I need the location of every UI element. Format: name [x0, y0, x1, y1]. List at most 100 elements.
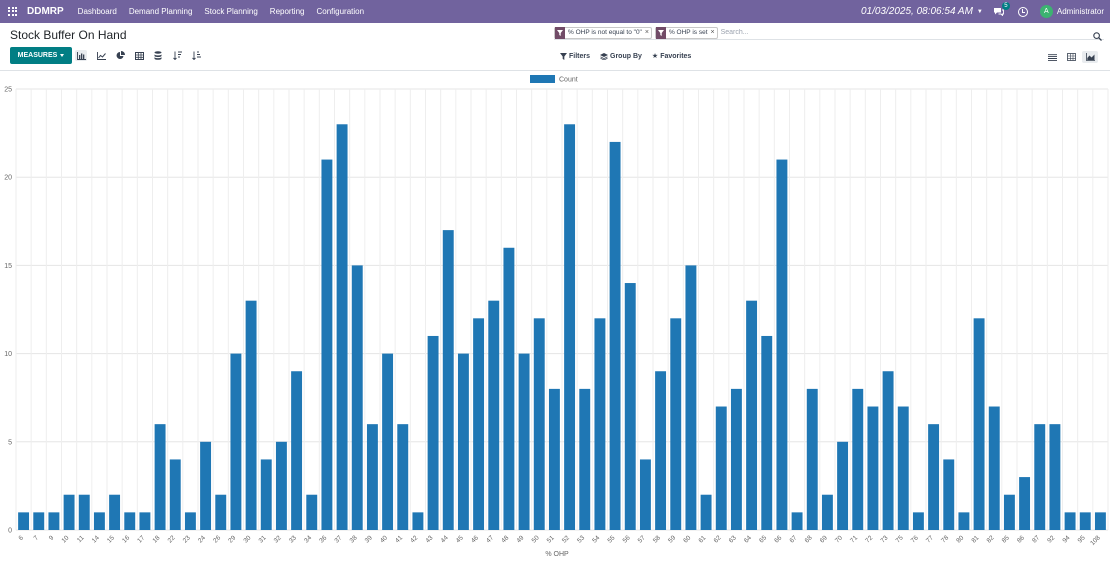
bar — [63, 494, 75, 530]
x-tick-label: 72 — [864, 534, 874, 544]
y-tick-label: 0 — [8, 528, 12, 535]
x-tick-label: 48 — [500, 534, 510, 544]
x-tick-label: 52 — [561, 534, 571, 544]
x-tick-label: 71 — [849, 534, 859, 544]
measures-button[interactable]: MEASURES — [10, 47, 72, 64]
bar — [1079, 512, 1091, 530]
x-axis-label: % OHP — [545, 551, 569, 558]
group-by-button[interactable]: Group By — [600, 52, 642, 60]
bar — [958, 512, 970, 530]
filter-icon — [560, 52, 567, 60]
remove-facet-icon[interactable]: × — [644, 29, 649, 36]
bar — [109, 494, 121, 530]
bar — [700, 494, 712, 530]
bar — [33, 512, 45, 530]
bar — [533, 318, 545, 530]
x-tick-label: 65 — [758, 534, 768, 544]
x-tick-label: 34 — [303, 534, 313, 544]
chat-icon[interactable]: 5 — [993, 2, 1010, 16]
x-tick-label: 43 — [424, 534, 434, 544]
user-menu[interactable]: A Administrator — [1039, 5, 1104, 18]
search-facet[interactable]: % OHP is not equal to "0" × — [554, 26, 652, 39]
line-chart-icon[interactable] — [95, 50, 107, 61]
bar — [730, 388, 742, 530]
bar-chart-icon[interactable] — [75, 50, 87, 61]
facet-label: % OHP is not equal to "0" — [568, 29, 642, 36]
favorites-button[interactable]: ★ Favorites — [651, 52, 692, 61]
x-tick-label: 81 — [970, 534, 980, 544]
bar — [351, 265, 363, 530]
legend-label: Count — [559, 77, 578, 84]
x-tick-label: 38 — [349, 534, 359, 544]
x-tick-label: 86 — [1016, 534, 1026, 544]
bar — [670, 318, 682, 530]
sort-ascending-icon[interactable] — [190, 50, 202, 61]
bar — [943, 459, 955, 530]
x-tick-label: 6 — [17, 534, 25, 542]
stacked-icon[interactable] — [152, 50, 164, 61]
pie-chart-icon[interactable] — [114, 50, 126, 61]
y-tick-label: 20 — [4, 175, 12, 182]
sort-descending-icon[interactable] — [171, 50, 183, 61]
bar — [18, 512, 30, 530]
page-title: Stock Buffer On Hand — [10, 28, 127, 42]
bar — [624, 283, 636, 530]
x-tick-label: 11 — [76, 534, 86, 544]
x-tick-label: 42 — [409, 534, 419, 544]
app-brand[interactable]: DDMRP — [27, 6, 64, 17]
datetime-display[interactable]: 01/03/2025, 08:06:54 AM — [860, 6, 973, 17]
bar — [837, 441, 849, 530]
graph-view-icon[interactable] — [1082, 51, 1098, 63]
x-tick-label: 26 — [212, 534, 222, 544]
bar — [230, 353, 242, 530]
bar — [715, 406, 727, 530]
x-tick-label: 53 — [576, 534, 586, 544]
bar — [806, 388, 818, 530]
bar — [655, 371, 667, 530]
measures-label: MEASURES — [17, 52, 58, 59]
menu-stock-planning[interactable]: Stock Planning — [204, 7, 258, 16]
list-view-icon[interactable] — [1044, 51, 1060, 63]
chevron-down-icon[interactable]: ▼ — [976, 8, 983, 15]
menu-configuration[interactable]: Configuration — [316, 7, 365, 16]
bar — [382, 353, 394, 530]
x-tick-label: 78 — [940, 534, 950, 544]
x-tick-label: 49 — [515, 534, 525, 544]
bar — [761, 335, 773, 530]
x-tick-label: 9 — [48, 534, 56, 542]
menu-reporting[interactable]: Reporting — [269, 7, 305, 16]
bar — [93, 512, 105, 530]
menu-dashboard[interactable]: Dashboard — [77, 7, 117, 16]
filters-button[interactable]: Filters — [560, 52, 590, 60]
x-tick-label: 70 — [834, 534, 844, 544]
x-tick-label: 68 — [804, 534, 814, 544]
bar — [639, 459, 651, 530]
bar — [321, 159, 333, 530]
search-bar: % OHP is not equal to "0" × % OHP is set… — [554, 26, 1104, 41]
search-input[interactable] — [720, 26, 841, 39]
clock-icon[interactable] — [1017, 6, 1028, 17]
favorites-label: Favorites — [660, 52, 692, 60]
pivot-view-icon[interactable] — [1063, 51, 1079, 63]
y-tick-label: 15 — [4, 263, 12, 270]
x-tick-label: 76 — [910, 534, 920, 544]
x-tick-label: 45 — [455, 534, 465, 544]
menu-demand-planning[interactable]: Demand Planning — [128, 7, 193, 16]
messages-count-badge: 5 — [1001, 2, 1010, 10]
x-tick-label: 82 — [986, 534, 996, 544]
bar — [1003, 494, 1015, 530]
bar — [200, 441, 212, 530]
bar — [291, 371, 303, 530]
x-tick-label: 15 — [106, 534, 116, 544]
x-tick-label: 77 — [925, 534, 935, 544]
bar — [184, 512, 196, 530]
search-icon[interactable] — [1093, 28, 1102, 41]
star-icon: ★ — [651, 53, 659, 60]
remove-facet-icon[interactable]: × — [710, 29, 715, 36]
table-icon[interactable] — [133, 50, 145, 61]
bar — [973, 318, 985, 530]
bar — [897, 406, 909, 530]
search-facet[interactable]: % OHP is set × — [654, 26, 718, 39]
apps-menu-icon[interactable] — [8, 6, 18, 17]
